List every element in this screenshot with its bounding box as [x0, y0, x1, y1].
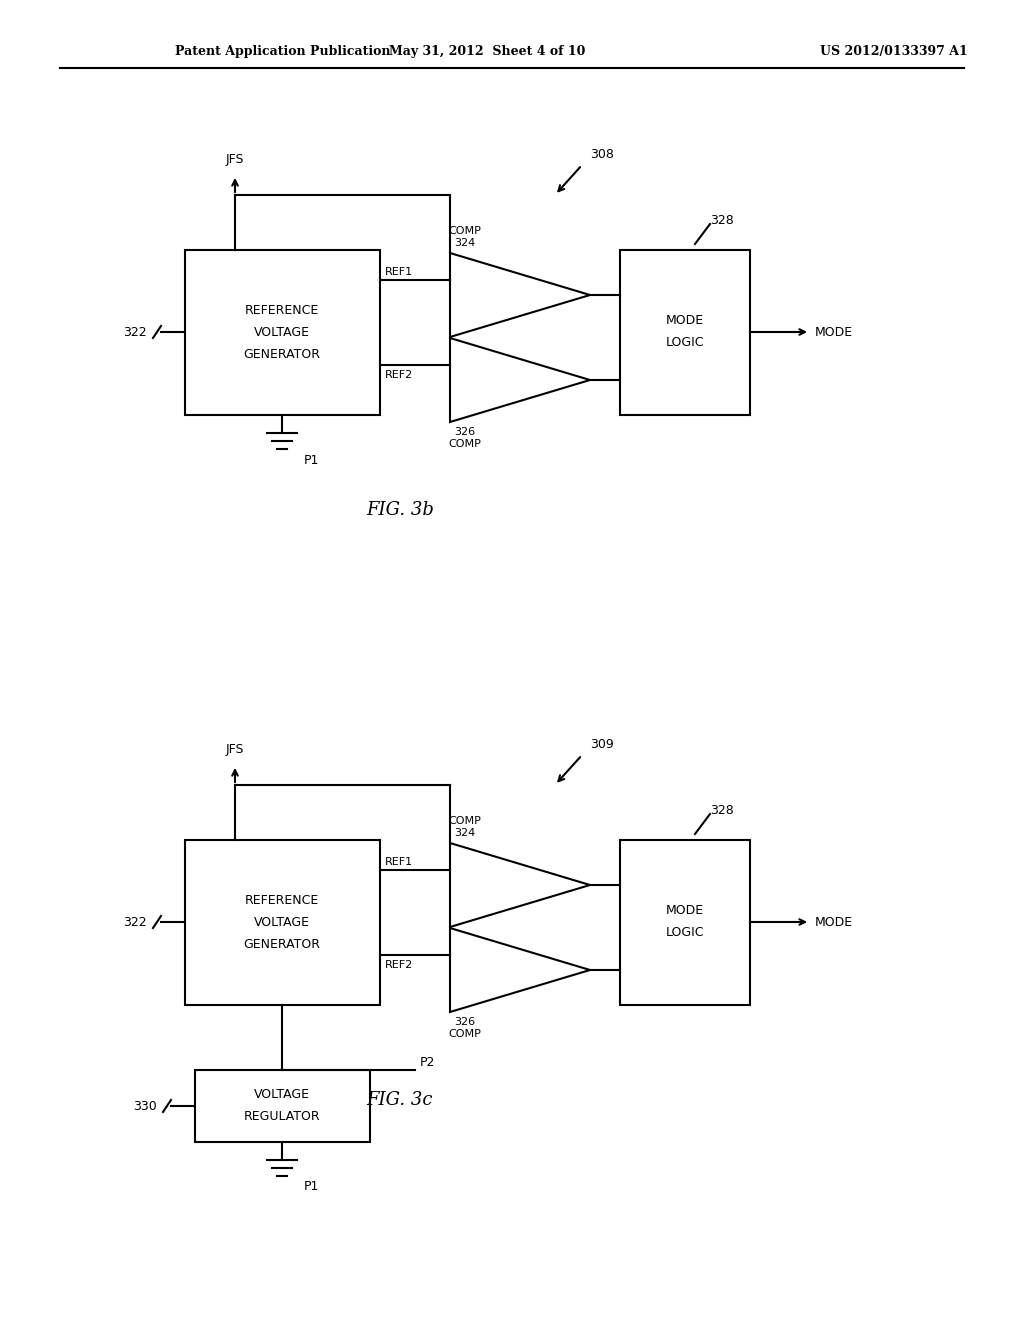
Text: 328: 328: [710, 214, 734, 227]
Polygon shape: [450, 843, 590, 927]
Text: 322: 322: [123, 326, 147, 338]
Text: GENERATOR: GENERATOR: [244, 347, 321, 360]
Text: 328: 328: [710, 804, 734, 817]
Text: 308: 308: [590, 149, 613, 161]
Text: FIG. 3b: FIG. 3b: [366, 502, 434, 519]
Text: Patent Application Publication: Patent Application Publication: [175, 45, 390, 58]
Text: LOGIC: LOGIC: [666, 337, 705, 350]
Text: LOGIC: LOGIC: [666, 927, 705, 940]
Text: JFS: JFS: [225, 153, 245, 166]
Text: MODE: MODE: [666, 904, 705, 917]
Bar: [185, 840, 380, 1005]
Text: 326: 326: [455, 1016, 475, 1027]
Text: REF1: REF1: [385, 267, 413, 277]
Text: REFERENCE: REFERENCE: [245, 894, 319, 907]
Text: COMP: COMP: [449, 816, 481, 826]
Text: FIG. 3c: FIG. 3c: [367, 1092, 433, 1109]
Text: P1: P1: [304, 454, 319, 466]
Polygon shape: [450, 253, 590, 337]
Text: MODE: MODE: [815, 916, 853, 928]
Bar: [620, 840, 750, 1005]
Text: COMP: COMP: [449, 440, 481, 449]
Text: REF2: REF2: [385, 960, 414, 970]
Text: REGULATOR: REGULATOR: [244, 1110, 321, 1123]
Text: P1: P1: [304, 1180, 319, 1193]
Text: REF2: REF2: [385, 370, 414, 380]
Polygon shape: [450, 928, 590, 1012]
Text: 324: 324: [455, 828, 475, 838]
Bar: [185, 249, 380, 414]
Text: 330: 330: [133, 1100, 157, 1113]
Text: MODE: MODE: [815, 326, 853, 338]
Bar: [195, 1071, 370, 1142]
Text: COMP: COMP: [449, 1030, 481, 1039]
Text: GENERATOR: GENERATOR: [244, 937, 321, 950]
Text: REFERENCE: REFERENCE: [245, 304, 319, 317]
Text: VOLTAGE: VOLTAGE: [254, 326, 310, 338]
Text: VOLTAGE: VOLTAGE: [254, 916, 310, 928]
Text: COMP: COMP: [449, 226, 481, 236]
Text: P2: P2: [420, 1056, 435, 1068]
Text: VOLTAGE: VOLTAGE: [254, 1089, 310, 1101]
Text: REF1: REF1: [385, 857, 413, 867]
Text: 324: 324: [455, 238, 475, 248]
Text: US 2012/0133397 A1: US 2012/0133397 A1: [820, 45, 968, 58]
Text: 322: 322: [123, 916, 147, 928]
Text: JFS: JFS: [225, 743, 245, 756]
Text: 309: 309: [590, 738, 613, 751]
Polygon shape: [450, 338, 590, 422]
Text: 326: 326: [455, 426, 475, 437]
Bar: [620, 249, 750, 414]
Text: MODE: MODE: [666, 314, 705, 327]
Text: May 31, 2012  Sheet 4 of 10: May 31, 2012 Sheet 4 of 10: [389, 45, 585, 58]
